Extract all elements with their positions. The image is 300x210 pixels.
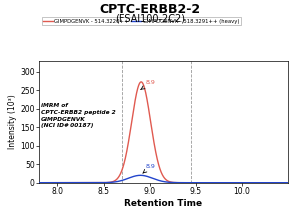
X-axis label: Retention Time: Retention Time [124,199,202,208]
Text: (FSAI100-2C2): (FSAI100-2C2) [115,14,185,24]
Legend: GIMPDGENVK - 514.3220++, GIMPDGENVK - 518.3291++ (heavy): GIMPDGENVK - 514.3220++, GIMPDGENVK - 51… [42,17,241,25]
Text: 8.9: 8.9 [143,164,156,173]
Text: iMRM of
CPTC-ERBB2 peptide 2
GIMPDGENVK
(NCI ID# 00187): iMRM of CPTC-ERBB2 peptide 2 GIMPDGENVK … [41,103,116,128]
Text: 8.9: 8.9 [141,80,156,89]
Text: CPTC-ERBB2-2: CPTC-ERBB2-2 [99,3,201,16]
Y-axis label: Intensity (10³): Intensity (10³) [8,94,17,149]
